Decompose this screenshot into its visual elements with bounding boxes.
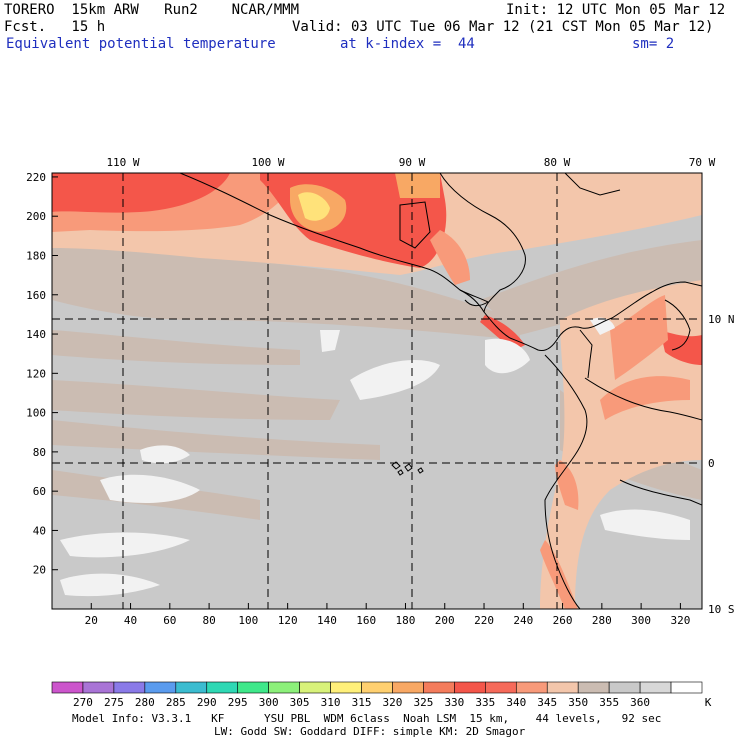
x-axis-ticks: 20 40 60 80 100 120 140 160 180 200 220 240 260 280 30… xyxy=(85,603,690,627)
legend-swatch xyxy=(485,681,517,694)
legend-label: 325 xyxy=(413,696,434,709)
legend-swatch xyxy=(546,681,579,694)
y-tick-label: 160 xyxy=(26,289,46,302)
longitude-label: 100 W xyxy=(251,156,284,169)
legend-label: 300 xyxy=(258,696,279,709)
legend-swatch xyxy=(206,681,239,694)
longitude-labels: 110 W 100 W 90 W 80 W 70 W xyxy=(106,156,715,169)
model-title: TORERO 15km ARW Run2 NCAR/MMM xyxy=(4,2,300,18)
legend-label: 340 xyxy=(506,696,527,709)
field-name: Equivalent potential temperature xyxy=(6,36,276,52)
legend-label: 355 xyxy=(599,696,620,709)
legend-label: 280 xyxy=(134,696,155,709)
legend-label: 350 xyxy=(568,696,589,709)
x-tick-label: 320 xyxy=(670,614,690,627)
legend-swatch xyxy=(361,681,393,694)
legend-label: 345 xyxy=(537,696,558,709)
latitude-label: 0 xyxy=(708,457,715,470)
y-tick-label: 180 xyxy=(26,249,46,262)
x-tick-label: 300 xyxy=(631,614,651,627)
legend-swatch xyxy=(237,681,269,694)
legend-swatch xyxy=(330,681,362,694)
legend-swatch xyxy=(113,681,146,694)
color-legend xyxy=(51,681,703,694)
legend-label: 305 xyxy=(289,696,310,709)
y-tick-label: 220 xyxy=(26,171,46,184)
x-tick-label: 200 xyxy=(435,614,455,627)
valid-time: Valid: 03 UTC Tue 06 Mar 12 (21 CST Mon … xyxy=(292,19,714,35)
x-tick-label: 80 xyxy=(202,614,215,627)
longitude-label: 80 W xyxy=(544,156,571,169)
longitude-label: 90 W xyxy=(399,156,426,169)
legend-label: 310 xyxy=(320,696,341,709)
x-tick-label: 280 xyxy=(592,614,612,627)
legend-swatch xyxy=(423,681,455,694)
graticule xyxy=(52,173,702,609)
legend-swatch xyxy=(82,681,115,694)
y-tick-label: 140 xyxy=(26,328,46,341)
legend-swatch xyxy=(608,681,641,694)
legend-swatch xyxy=(51,681,84,694)
latitude-label: 10 S xyxy=(708,603,735,616)
y-tick-label: 20 xyxy=(33,564,46,577)
x-tick-label: 20 xyxy=(85,614,98,627)
x-tick-label: 180 xyxy=(396,614,416,627)
y-tick-label: 120 xyxy=(26,367,46,380)
legend-swatch xyxy=(299,681,331,694)
x-tick-label: 240 xyxy=(513,614,533,627)
legend-label: 270 xyxy=(73,696,93,709)
legend-label: 330 xyxy=(444,696,465,709)
legend-label: 285 xyxy=(165,696,186,709)
plot-frame xyxy=(51,172,703,610)
legend-swatch xyxy=(392,681,424,694)
legend-swatch xyxy=(639,681,672,694)
y-tick-label: 60 xyxy=(33,485,46,498)
legend-label: 315 xyxy=(351,696,372,709)
legend-swatch xyxy=(515,681,548,694)
smoothing: sm= 2 xyxy=(632,36,675,52)
y-tick-label: 40 xyxy=(33,524,46,537)
level-index: at k-index = 44 xyxy=(340,36,475,52)
legend-label: 360 xyxy=(630,696,651,709)
y-tick-label: 100 xyxy=(26,407,46,420)
x-tick-label: 60 xyxy=(163,614,176,627)
legend-swatch xyxy=(144,681,177,694)
legend-swatch xyxy=(454,681,486,694)
latitude-labels: 10 N 0 10 S xyxy=(708,313,735,616)
x-tick-label: 140 xyxy=(317,614,337,627)
longitude-label: 110 W xyxy=(106,156,139,169)
y-axis-ticks: 20 40 60 80 100 120 140 160 180 200 220 xyxy=(26,171,58,577)
forecast-hour: Fcst. 15 h xyxy=(4,19,106,35)
legend-swatch xyxy=(670,681,703,694)
legend-swatch xyxy=(268,681,300,694)
legend-swatch xyxy=(577,681,610,694)
x-tick-label: 120 xyxy=(278,614,298,627)
latitude-label: 10 N xyxy=(708,313,735,326)
legend-label: 335 xyxy=(475,696,496,709)
x-tick-label: 160 xyxy=(356,614,376,627)
x-tick-label: 220 xyxy=(474,614,494,627)
model-info: Model Info: V3.3.1 KF YSU PBL WDM 6class… xyxy=(72,712,662,725)
init-time: Init: 12 UTC Mon 05 Mar 12 xyxy=(506,2,726,18)
legend-unit: K xyxy=(704,696,712,709)
x-tick-label: 260 xyxy=(553,614,573,627)
coastlines-and-borders xyxy=(179,173,702,609)
physics-info: LW: Godd SW: Goddard DIFF: simple KM: 2D… xyxy=(214,725,526,738)
legend-label: 275 xyxy=(103,696,124,709)
longitude-label: 70 W xyxy=(689,156,716,169)
legend-label: 320 xyxy=(382,696,403,709)
theta-e-field xyxy=(52,173,702,609)
y-tick-label: 80 xyxy=(33,446,46,459)
x-tick-label: 40 xyxy=(124,614,137,627)
legend-label: 290 xyxy=(196,696,217,709)
legend-label: 295 xyxy=(227,696,248,709)
y-tick-label: 200 xyxy=(26,210,46,223)
legend-swatch xyxy=(175,681,208,694)
x-tick-label: 100 xyxy=(238,614,258,627)
